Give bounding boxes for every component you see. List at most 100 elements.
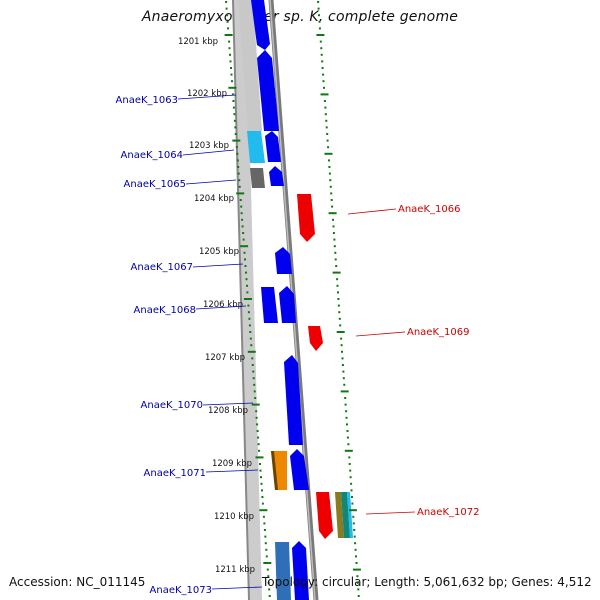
scale-tick-dot bbox=[356, 581, 359, 584]
scale-tick-dot bbox=[345, 416, 348, 419]
scale-tick-dot bbox=[252, 377, 255, 380]
leader-line bbox=[355, 331, 406, 337]
scale-tick-dot bbox=[323, 86, 325, 89]
backbone-left-line bbox=[232, 0, 250, 600]
scale-tick-dot bbox=[334, 258, 337, 261]
upstream-gene-block bbox=[238, 0, 262, 131]
gene-arrow-anaek-1071-edge bbox=[271, 451, 278, 490]
gene-arrow-anaek-1071-blue[interactable] bbox=[290, 449, 309, 490]
scale-tick-dot bbox=[244, 258, 246, 261]
scale-tick-dot bbox=[344, 397, 347, 399]
gene-label-anaek-1071[interactable]: AnaeK_1071 bbox=[144, 468, 206, 479]
gene-label-anaek-1063[interactable]: AnaeK_1063 bbox=[116, 95, 178, 106]
gene-label-anaek-1064[interactable]: AnaeK_1064 bbox=[121, 150, 183, 161]
gene-label-anaek-1067[interactable]: AnaeK_1067 bbox=[131, 262, 193, 273]
gene-arrow-anaek-1073-b[interactable] bbox=[292, 541, 309, 600]
scale-tick-dot bbox=[326, 139, 329, 142]
gene-arrow-anaek-1068-b[interactable] bbox=[279, 286, 296, 323]
scale-tick-dot bbox=[228, 47, 231, 50]
gene-arrow-anaek-1073-a[interactable] bbox=[275, 542, 291, 600]
gene-arrow-anaek-1065-gray[interactable] bbox=[250, 168, 265, 188]
scale-tick-dot bbox=[241, 218, 244, 221]
scale-tick-dot bbox=[346, 430, 349, 432]
gene-arrow-anaek-1064-cyan[interactable] bbox=[247, 131, 265, 163]
scale-tick-dot bbox=[261, 496, 264, 498]
gene-arrow-anaek-1072-red[interactable] bbox=[316, 492, 333, 539]
gene-arrow-anaek-1072-cyan[interactable] bbox=[347, 492, 353, 538]
scale-tick-major bbox=[332, 271, 341, 274]
scale-tick-dot bbox=[354, 542, 357, 545]
gene-arrow-anaek-1069[interactable] bbox=[308, 326, 323, 351]
scale-tick-dot bbox=[253, 383, 256, 386]
kbp-label: 1205 kbp bbox=[199, 247, 239, 257]
gene-arrow-anaek-1066[interactable] bbox=[297, 194, 315, 242]
scale-tick-dot bbox=[255, 410, 258, 413]
scale-tick-dot bbox=[317, 7, 320, 10]
gene-arrow-upstream[interactable] bbox=[251, 0, 270, 50]
scale-tick-dot bbox=[230, 67, 232, 69]
scale-tick-dot bbox=[332, 225, 335, 228]
gene-label-anaek-1070[interactable]: AnaeK_1070 bbox=[141, 400, 203, 411]
scale-tick-dot bbox=[346, 436, 349, 439]
scale-tick-dot bbox=[238, 179, 241, 182]
scale-tick-major bbox=[328, 212, 337, 215]
scale-tick-dot bbox=[242, 232, 245, 234]
scale-tick-dot bbox=[347, 443, 350, 446]
scale-tick-major bbox=[336, 331, 345, 333]
scale-tick-dot bbox=[236, 152, 239, 155]
scale-tick-dot bbox=[229, 53, 231, 56]
leader-line bbox=[192, 263, 244, 268]
scale-tick-dot bbox=[353, 535, 356, 538]
scale-tick-dot bbox=[260, 476, 262, 479]
leader-line bbox=[185, 179, 237, 185]
kbp-label: 1204 kbp bbox=[194, 194, 234, 204]
scale-tick-dot bbox=[238, 185, 241, 188]
scale-tick-dot bbox=[332, 218, 334, 221]
scale-tick-dot bbox=[236, 159, 239, 162]
scale-tick-dot bbox=[355, 562, 358, 564]
gene-label-anaek-1065[interactable]: AnaeK_1065 bbox=[124, 179, 186, 190]
kbp-label: 1206 kbp bbox=[203, 300, 243, 310]
scale-tick-dot bbox=[351, 502, 354, 505]
scale-tick-dot bbox=[243, 251, 246, 254]
scale-tick-major bbox=[240, 245, 249, 248]
gene-label-anaek-1066[interactable]: AnaeK_1066 bbox=[398, 204, 460, 215]
scale-tick-dot bbox=[335, 265, 338, 267]
gene-label-anaek-1068[interactable]: AnaeK_1068 bbox=[134, 305, 196, 316]
kbp-label: 1208 kbp bbox=[208, 406, 248, 416]
right-scale-rail bbox=[316, 1, 361, 597]
gene-label-anaek-1073[interactable]: AnaeK_1073 bbox=[150, 585, 212, 596]
gene-arrow-anaek-1065-blue[interactable] bbox=[269, 166, 284, 186]
scale-tick-major bbox=[224, 34, 233, 36]
scale-tick-dot bbox=[320, 53, 323, 56]
scale-tick-major bbox=[247, 350, 256, 353]
leader-line bbox=[202, 402, 254, 406]
leader-line bbox=[347, 208, 397, 215]
scale-tick-dot bbox=[350, 489, 353, 492]
scale-tick-dot bbox=[326, 133, 329, 135]
forward-strand-genes bbox=[247, 0, 309, 600]
gene-label-anaek-1069[interactable]: AnaeK_1069 bbox=[407, 327, 469, 338]
gene-arrow-anaek-1067[interactable] bbox=[275, 247, 292, 274]
scale-tick-dot bbox=[246, 291, 249, 294]
scale-tick-dot bbox=[322, 80, 325, 83]
gene-arrow-anaek-1070[interactable] bbox=[284, 355, 303, 445]
scale-tick-dot bbox=[231, 93, 234, 96]
gene-arrow-anaek-1064-blue[interactable] bbox=[265, 131, 281, 162]
scale-tick-dot bbox=[264, 542, 267, 545]
scale-tick-dot bbox=[328, 159, 330, 162]
scale-tick-dot bbox=[350, 482, 353, 485]
scale-tick-dot bbox=[337, 291, 339, 294]
scale-tick-dot bbox=[234, 133, 237, 135]
gene-arrow-anaek-1063[interactable] bbox=[257, 50, 279, 131]
scale-tick-dot bbox=[240, 205, 243, 208]
scale-tick-dot bbox=[225, 7, 228, 10]
scale-tick-dot bbox=[341, 357, 344, 360]
gene-label-anaek-1072[interactable]: AnaeK_1072 bbox=[417, 507, 479, 518]
scale-tick-dot bbox=[264, 535, 267, 538]
genome-title: Anaeromyxobacter sp. K, complete genome bbox=[141, 9, 459, 25]
gene-arrow-anaek-1068-a[interactable] bbox=[261, 287, 278, 323]
scale-tick-dot bbox=[234, 126, 237, 129]
scale-tick-dot bbox=[346, 423, 348, 426]
gene-labels-left: AnaeK_1063 AnaeK_1064 AnaeK_1065 AnaeK_1… bbox=[116, 94, 263, 596]
